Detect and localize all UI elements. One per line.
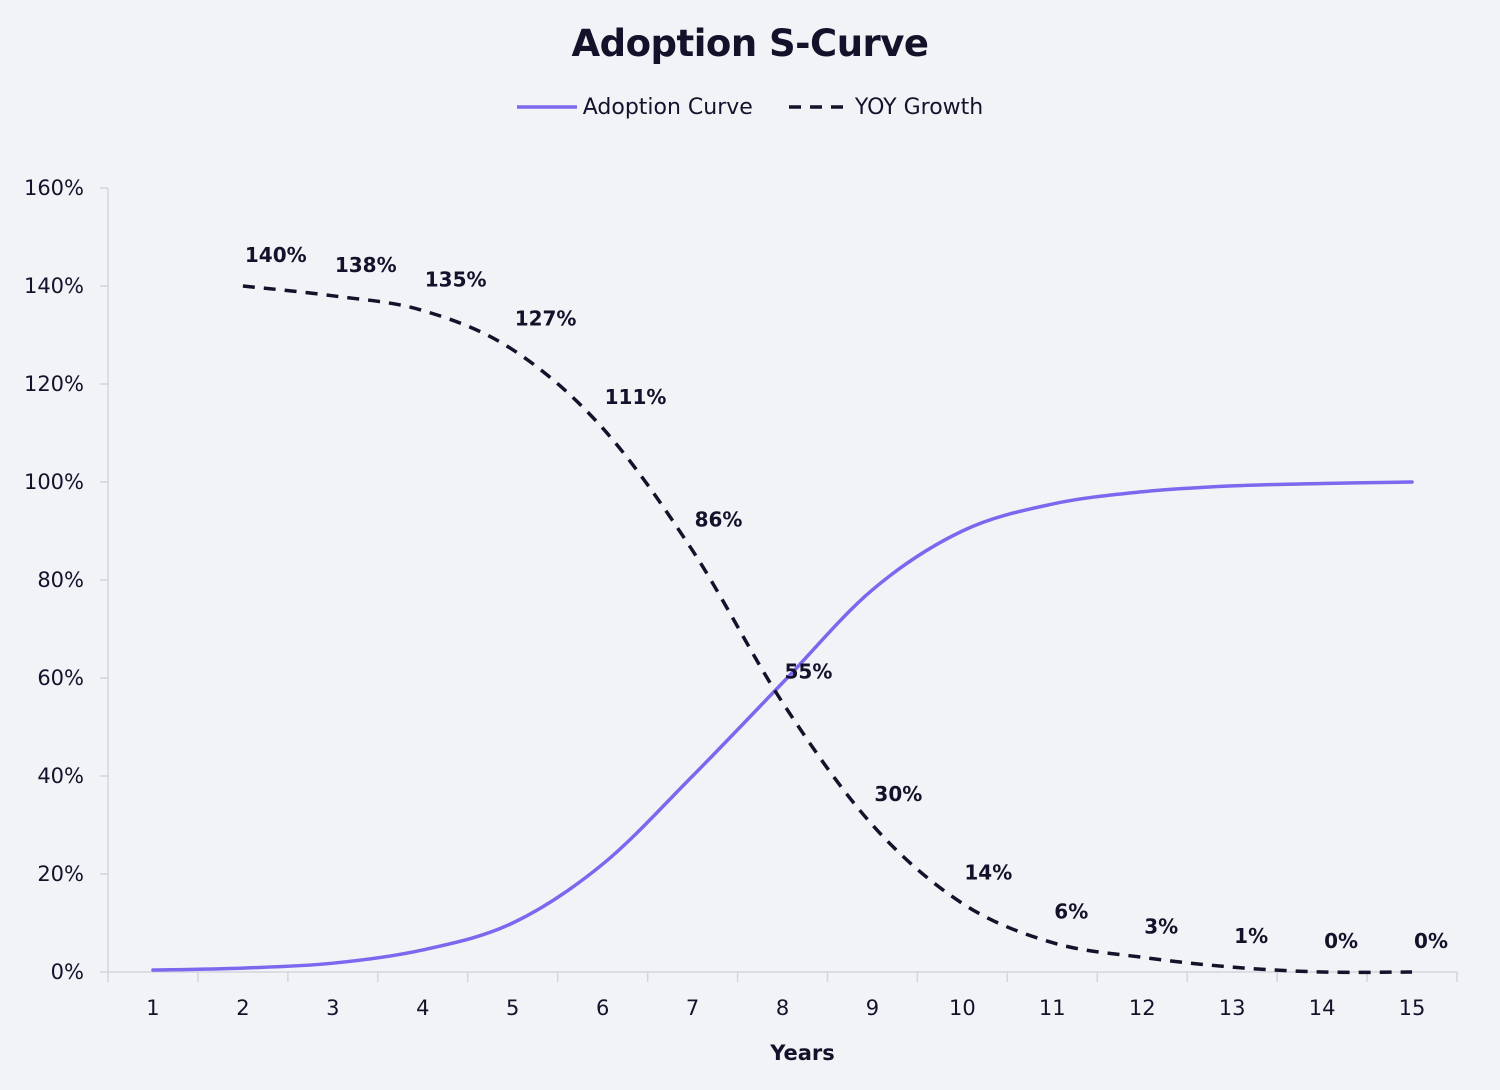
data-label-yoy-growth: 0% <box>1324 929 1358 953</box>
data-label-yoy-growth: 6% <box>1054 900 1088 924</box>
data-label-yoy-growth: 140% <box>245 243 307 267</box>
x-tick-label: 5 <box>506 996 519 1020</box>
legend-item-adoption: Adoption Curve <box>516 92 753 122</box>
x-tick-label: 7 <box>686 996 699 1020</box>
x-tick-label: 1 <box>146 996 159 1020</box>
y-tick-label: 140% <box>24 274 84 298</box>
data-label-yoy-growth: 111% <box>605 385 667 409</box>
chart-title: Adoption S-Curve <box>571 22 930 65</box>
legend-swatch-yoy <box>788 105 849 109</box>
x-tick-label: 10 <box>949 996 976 1020</box>
series-line-yoy-growth <box>242 284 1413 975</box>
y-tick-label: 40% <box>37 764 84 788</box>
y-tick-label: 100% <box>24 470 84 494</box>
x-tick-label: 4 <box>416 996 429 1020</box>
data-label-yoy-growth: 135% <box>425 268 487 292</box>
data-label-yoy-growth: 3% <box>1144 914 1178 938</box>
x-tick-label: 2 <box>236 996 249 1020</box>
data-label-yoy-growth: 55% <box>785 660 833 684</box>
x-tick-label: 15 <box>1399 996 1426 1020</box>
data-label-yoy-growth: 86% <box>695 508 743 532</box>
x-axis-title: Years <box>769 1041 835 1065</box>
data-label-yoy-growth: 138% <box>335 253 397 277</box>
series-line-adoption-curve <box>151 480 1414 972</box>
x-tick-label: 3 <box>326 996 339 1020</box>
x-tick-label: 9 <box>866 996 879 1020</box>
y-tick-label: 60% <box>37 666 84 690</box>
chart-legend: Adoption Curve YOY Growth <box>0 92 1500 122</box>
x-tick-label: 8 <box>776 996 789 1020</box>
legend-label-adoption: Adoption Curve <box>582 94 753 120</box>
data-label-yoy-growth: 30% <box>874 782 922 806</box>
y-tick-label: 160% <box>24 176 84 200</box>
x-tick-label: 11 <box>1039 996 1066 1020</box>
data-label-yoy-growth: 14% <box>964 860 1012 884</box>
y-tick-label: 120% <box>24 372 84 396</box>
x-tick-label: 13 <box>1219 996 1246 1020</box>
data-label-yoy-growth: 0% <box>1414 929 1448 953</box>
data-label-yoy-growth: 127% <box>515 307 577 331</box>
data-label-yoy-growth: 1% <box>1234 924 1268 948</box>
legend-item-yoy: YOY Growth <box>788 92 984 122</box>
x-tick-label: 14 <box>1309 996 1336 1020</box>
y-tick-label: 20% <box>37 862 84 886</box>
y-tick-label: 0% <box>51 960 84 984</box>
x-tick-label: 6 <box>596 996 609 1020</box>
x-tick-label: 12 <box>1129 996 1156 1020</box>
legend-swatch-adoption <box>516 105 577 109</box>
y-tick-label: 80% <box>37 568 84 592</box>
legend-label-yoy: YOY Growth <box>854 94 984 120</box>
